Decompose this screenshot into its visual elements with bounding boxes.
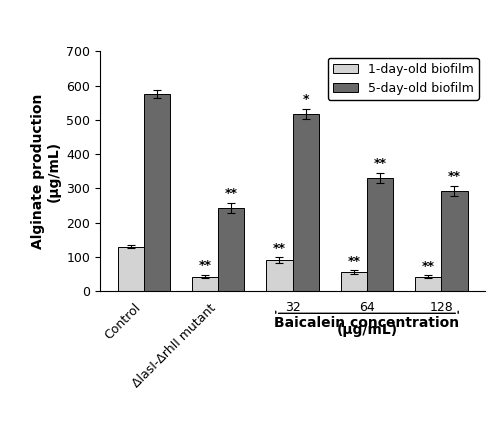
Text: 64: 64 (359, 301, 375, 314)
Text: **: ** (422, 259, 435, 273)
Text: **: ** (448, 170, 461, 183)
Text: (µg/mL): (µg/mL) (336, 323, 398, 337)
Text: **: ** (348, 255, 360, 268)
Bar (218, 208, 244, 291)
Text: 128: 128 (430, 301, 454, 314)
Bar (266, 260, 292, 291)
Text: Baicalein concentration: Baicalein concentration (274, 316, 460, 330)
Legend: 1-day-old biofilm, 5-day-old biofilm: 1-day-old biofilm, 5-day-old biofilm (328, 58, 479, 100)
Text: 32: 32 (284, 301, 300, 314)
Text: Control: Control (102, 301, 144, 342)
Text: ΔlasI-ΔrhII mutant: ΔlasI-ΔrhII mutant (130, 301, 218, 390)
Text: *: * (302, 93, 309, 106)
Bar (367, 178, 393, 291)
Y-axis label: Alginate production
(µg/mL): Alginate production (µg/mL) (30, 93, 60, 249)
Bar (144, 94, 170, 291)
Text: **: ** (224, 187, 237, 200)
Bar (416, 276, 442, 291)
Text: **: ** (273, 242, 286, 255)
Bar (192, 276, 218, 291)
Bar (341, 272, 367, 291)
Bar (292, 114, 318, 291)
Text: **: ** (198, 259, 211, 272)
Text: **: ** (374, 157, 386, 170)
Bar (442, 191, 468, 291)
Bar (118, 247, 144, 291)
